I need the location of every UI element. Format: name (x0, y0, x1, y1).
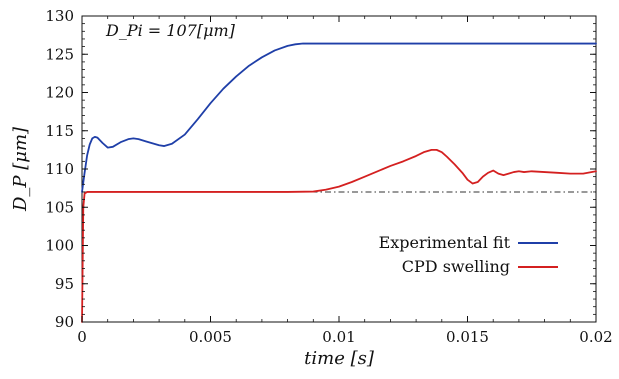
y-tick-label: 120 (45, 84, 74, 102)
annotation: D_Pi = 107[μm] (105, 21, 236, 40)
y-tick-label: 100 (45, 237, 74, 255)
x-tick-label: 0.005 (189, 328, 232, 346)
y-tick-label: 125 (45, 45, 74, 63)
series-layer (81, 42, 597, 323)
y-tick-label: 110 (45, 160, 74, 178)
x-tick-label: 0 (77, 328, 87, 346)
x-tick-label: 0.02 (579, 328, 612, 346)
series-line-0 (81, 42, 597, 193)
legend-entry-label: Experimental fit (379, 233, 511, 252)
x-axis: 0 0.005 0.01 0.015 0.02 (77, 16, 613, 346)
legend: Experimental fit CPD swelling (379, 233, 558, 276)
y-tick-label: 95 (55, 275, 74, 293)
series-line-1 (81, 148, 597, 323)
plot-frame (81, 15, 597, 323)
y-tick-label: 130 (45, 7, 74, 25)
legend-entry-label: CPD swelling (402, 257, 510, 276)
x-tick-label: 0.01 (322, 328, 355, 346)
y-tick-label: 115 (45, 122, 74, 140)
x-axis-label: time [s] (304, 348, 375, 369)
y-axis-label: D_P [μm] (10, 126, 31, 212)
y-tick-label: 90 (55, 313, 74, 331)
x-tick-label: 0.015 (446, 328, 489, 346)
y-axis: 90 95 100 105 110 115 120 125 130 (45, 7, 596, 331)
y-tick-label: 105 (45, 198, 74, 216)
